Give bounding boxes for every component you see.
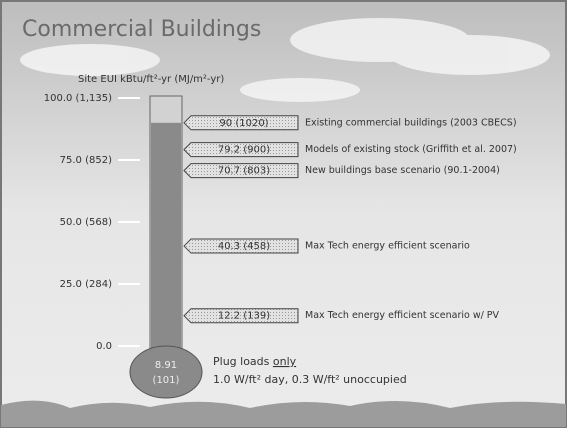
annotation: Plug loads only (213, 355, 297, 368)
y-axis-label: Site EUI kBtu/ft²-yr (MJ/m²-yr) (78, 74, 224, 85)
marker-text: Max Tech energy efficient scenario w/ PV (305, 310, 500, 321)
title: Commercial Buildings (22, 17, 261, 42)
y-tick-label: 50.0 (568) (60, 217, 112, 228)
marker-label: 40.3 (458) (218, 241, 270, 252)
marker-label: 79.2 (900) (218, 145, 270, 156)
y-tick-label: 0.0 (96, 341, 112, 352)
y-tick-label: 75.0 (852) (60, 155, 112, 166)
marker-label: 12.2 (139) (218, 311, 270, 322)
slide: Commercial Buildings Site EUI kBtu/ft²-y… (0, 0, 567, 428)
y-tick-label: 25.0 (284) (60, 279, 112, 290)
y-tick-label: 100.0 (1,135) (44, 93, 112, 104)
bulb-label: (101) (153, 375, 180, 386)
annotation-part: only (273, 355, 297, 368)
marker-text: Models of existing stock (Griffith et al… (305, 144, 517, 155)
marker-label: 90 (1020) (219, 118, 268, 129)
annotation: 1.0 W/ft² day, 0.3 W/ft² unoccupied (213, 373, 407, 386)
marker-text: Max Tech energy efficient scenario (305, 241, 470, 252)
marker-label: 70.7 (803) (218, 166, 270, 177)
marker-text: Existing commercial buildings (2003 CBEC… (305, 117, 517, 128)
level-fill (151, 123, 181, 366)
bulb (130, 346, 202, 398)
marker-text: New buildings base scenario (90.1-2004) (305, 165, 500, 176)
bulb-label: 8.91 (155, 360, 177, 371)
annotation-part: Plug loads (213, 355, 273, 368)
